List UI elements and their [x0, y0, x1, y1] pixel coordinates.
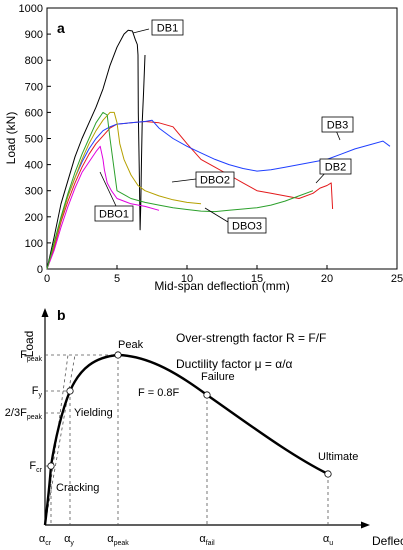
callout-db1-label: DB1 — [157, 23, 178, 35]
b-x-tick-peak: αpeak — [107, 533, 129, 547]
panel-b-x-arrow-icon — [361, 521, 370, 529]
panel-a-x-axis-title: Mid-span deflection (mm) — [154, 279, 289, 293]
panel-b-x-axis-title: Deflection — [372, 534, 403, 548]
b-x-tick-y: αy — [64, 533, 74, 547]
b-y-tick-y-1: Fy — [32, 385, 43, 399]
ductility-formula: Ductility factor μ = α/α — [176, 357, 293, 371]
callout-dbo1-label: DBO1 — [99, 209, 129, 221]
series-dbo3-line — [46, 111, 314, 270]
panel-b: b Load Deflection Over-strength factor R… — [5, 307, 403, 548]
callout-dbo3-label: DBO3 — [232, 221, 262, 233]
x-tick-label-3: 15 — [251, 273, 263, 285]
point-failure — [203, 391, 211, 399]
y-tick-label-4: 400 — [25, 160, 43, 172]
panel-a-y-ticks: 0 100 200 300 400 500 600 700 800 900 1000 — [19, 3, 51, 276]
panel-a-letter: a — [57, 20, 65, 36]
b-x-tick-fail: αfail — [199, 533, 215, 547]
label-failure: Failure — [201, 371, 235, 383]
label-peak: Peak — [118, 339, 144, 351]
y-tick-label-6: 600 — [25, 107, 43, 119]
callout-dbo1-box — [94, 205, 134, 222]
label-yielding: Yielding — [74, 407, 113, 419]
y-tick-label-1: 100 — [25, 238, 43, 250]
overstrength-formula: Over-strength factor R = F/F — [176, 331, 326, 345]
failure-annotation-text: F = 0.8F — [138, 387, 180, 399]
y-tick-label-5: 500 — [25, 134, 43, 146]
callout-dbo1-leader — [99, 171, 117, 207]
panel-b-y-axis-title: Load — [22, 331, 36, 358]
callout-db2-box — [319, 158, 352, 175]
point-ultimate — [324, 470, 332, 478]
point-peak — [114, 351, 122, 359]
x-tick-label-5: 25 — [391, 273, 403, 285]
callout-db1-leader — [132, 28, 150, 34]
series-db2-line — [46, 121, 334, 270]
y-tick-label-9: 900 — [25, 29, 43, 41]
y-tick-label-10: 1000 — [19, 3, 43, 15]
callout-dbo2-label: DBO2 — [200, 175, 230, 187]
series-db1-line — [46, 29, 146, 270]
panel-a-series-labels: DB1 DB2 DB3 DBO1 DBO2 DBO3 — [94, 19, 354, 234]
x-tick-label-4: 20 — [321, 273, 333, 285]
callout-db3-box — [321, 116, 354, 133]
y-tick-label-0: 0 — [37, 264, 43, 276]
panel-a-y-axis-title: Load (kN) — [4, 112, 18, 165]
x-tick-label-2: 10 — [181, 273, 193, 285]
b-y-tick-peak-2: 2/3Fpeak — [5, 407, 43, 421]
series-dbo1-line — [46, 145, 160, 270]
guide-secant-a — [44, 354, 76, 526]
failure-annotation: F = 0.8F — [138, 387, 180, 399]
y-tick-label-8: 800 — [25, 55, 43, 67]
point-yielding — [66, 387, 74, 395]
panel-a-series — [46, 29, 391, 270]
callout-dbo3-leader — [204, 207, 229, 223]
callout-dbo3-box — [227, 217, 267, 234]
callout-db3-label: DB3 — [327, 120, 348, 132]
y-tick-label-7: 700 — [25, 81, 43, 93]
panel-b-y-arrow-icon — [41, 308, 49, 317]
b-x-tick-cr: αcr — [39, 533, 52, 547]
ductility-text: Ductility factor μ = α/α — [176, 357, 293, 371]
callout-db2-label: DB2 — [325, 162, 346, 174]
panel-b-letter: b — [57, 307, 66, 323]
panel-a: 0 100 200 300 400 500 600 700 800 900 1000 0 5 10 15 2… — [4, 3, 403, 293]
callout-dbo2-box — [195, 171, 235, 188]
series-dbo2-line — [46, 111, 202, 270]
y-tick-label-3: 300 — [25, 186, 43, 198]
x-tick-label-1: 5 — [114, 273, 120, 285]
b-x-tick-u: αu — [323, 533, 333, 547]
label-ultimate: Ultimate — [318, 451, 358, 463]
overstrength-text: Over-strength factor R = F/F — [176, 331, 326, 345]
point-cracking — [47, 462, 55, 470]
b-y-tick-cr-3: Fcr — [29, 460, 42, 474]
b-y-tick-peak-0: Fpeak — [20, 349, 42, 363]
callout-db1-box — [151, 19, 184, 36]
y-tick-label-2: 200 — [25, 212, 43, 224]
callout-dbo2-leader — [171, 178, 197, 183]
series-db3-line — [46, 119, 391, 270]
x-tick-label-0: 0 — [44, 273, 50, 285]
capacity-curve — [43, 353, 329, 526]
panel-a-plot-frame — [46, 7, 398, 270]
label-cracking: Cracking — [56, 482, 99, 494]
